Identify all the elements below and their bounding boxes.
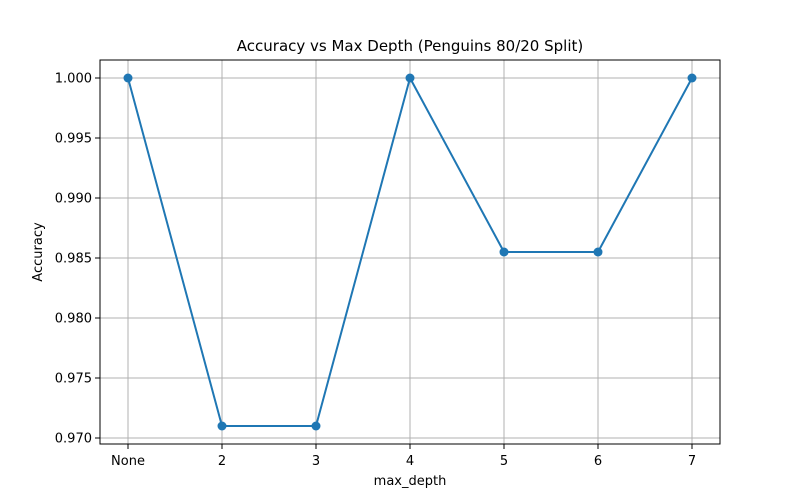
x-tick-label: 3 (312, 454, 320, 469)
y-tick-label: 0.970 (55, 432, 92, 447)
y-tick-label: 0.980 (55, 312, 92, 327)
x-axis-ticks: None 2 3 4 5 6 7 (111, 444, 696, 469)
y-tick-label: 0.995 (55, 132, 92, 147)
x-tick-label: 5 (500, 454, 508, 469)
grid (100, 60, 720, 444)
y-tick-label: 1.000 (55, 72, 92, 87)
x-tick-label: None (111, 454, 145, 469)
x-tick-label: 2 (218, 454, 226, 469)
x-tick-label: 7 (688, 454, 696, 469)
x-tick-label: 4 (406, 454, 414, 469)
series-layer (123, 73, 697, 431)
chart-title: Accuracy vs Max Depth (Penguins 80/20 Sp… (237, 37, 583, 55)
y-tick-label: 0.975 (55, 372, 92, 387)
y-axis-ticks: 0.970 0.975 0.980 0.985 0.990 0.995 1.000 (55, 72, 100, 447)
data-point (499, 247, 509, 257)
data-point (217, 421, 227, 431)
y-tick-label: 0.985 (55, 252, 92, 267)
data-point (687, 73, 697, 83)
data-point (593, 247, 603, 257)
y-tick-label: 0.990 (55, 192, 92, 207)
data-point (405, 73, 415, 83)
x-axis-label: max_depth (374, 474, 447, 489)
y-axis-label: Accuracy (31, 222, 46, 282)
x-tick-label: 6 (594, 454, 602, 469)
data-point (311, 421, 321, 431)
data-point (123, 73, 133, 83)
